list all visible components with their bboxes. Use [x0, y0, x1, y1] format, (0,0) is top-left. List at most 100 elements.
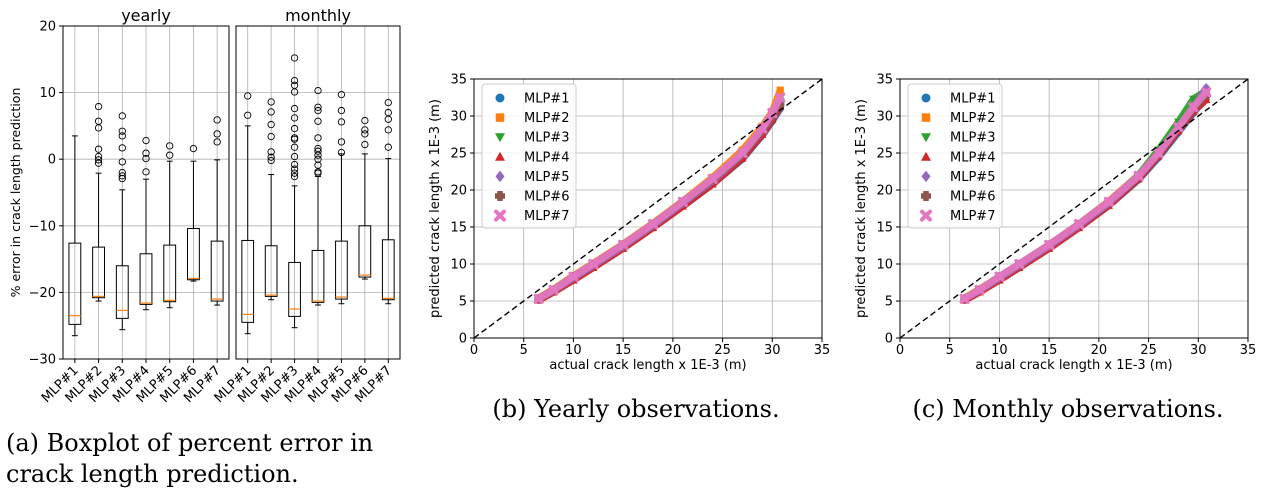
- data-point: [1188, 102, 1199, 113]
- marker-stroke: [994, 271, 1005, 282]
- y-tick-label: −20: [29, 286, 56, 301]
- y-tick-label: 10: [876, 258, 893, 273]
- marker-stroke: [1014, 258, 1025, 270]
- box-iqr: [335, 240, 348, 300]
- outlier-point: [384, 98, 392, 107]
- marker-stroke: [533, 293, 544, 304]
- legend-label: MLP#1: [524, 92, 569, 107]
- outlier-point: [267, 132, 275, 141]
- outlier-point: [314, 86, 322, 95]
- outlier-point: [314, 103, 322, 111]
- legend-label: MLP#3: [524, 131, 569, 146]
- outlier-point: [384, 126, 392, 134]
- legend-entry-MLP#5: MLP#5: [921, 170, 995, 185]
- marker-stroke: [1201, 87, 1212, 98]
- boxplot-panel-monthly: MLP#1MLP#2MLP#3MLP#4MLP#5MLP#6MLP#7month…: [212, 6, 401, 406]
- y-tick-label: 20: [450, 184, 467, 199]
- x-tick-label: 0: [470, 343, 478, 358]
- y-tick-label: 20: [876, 184, 893, 199]
- legend-label: MLP#3: [950, 131, 995, 146]
- outlier-point: [290, 81, 299, 89]
- outlier-point: [267, 120, 275, 129]
- marker-stroke: [548, 284, 559, 295]
- outlier-point: [290, 143, 299, 151]
- data-point: [921, 191, 931, 201]
- legend-label: MLP#1: [950, 92, 995, 107]
- outlier-point: [213, 138, 221, 146]
- box-MLP#3: [288, 54, 301, 329]
- legend-label: MLP#4: [950, 150, 995, 165]
- outlier-point: [290, 124, 299, 133]
- box-MLP#3: [115, 112, 129, 331]
- y-tick-label: 10: [450, 258, 467, 273]
- box-MLP#5: [163, 142, 177, 309]
- data-point: [920, 209, 932, 222]
- legend-entry-MLP#7: MLP#7: [920, 209, 995, 224]
- data-point: [1153, 147, 1164, 159]
- legend-entry-MLP#3: MLP#3: [495, 131, 569, 146]
- data-point: [974, 284, 985, 295]
- data-point: [707, 173, 718, 184]
- panel-title: monthly: [285, 6, 351, 25]
- outlier-point: [314, 134, 322, 142]
- legend-box: [481, 83, 577, 229]
- marker-stroke: [974, 284, 985, 295]
- y-tick-label: 35: [876, 73, 893, 88]
- y-tick-label: 0: [459, 332, 467, 347]
- outlier-point: [337, 148, 346, 157]
- outlier-point: [267, 108, 275, 116]
- legend-entry-MLP#7: MLP#7: [494, 209, 569, 224]
- outlier-point: [290, 134, 299, 142]
- data-point: [921, 151, 931, 161]
- y-tick-label: 25: [876, 147, 893, 162]
- legend-entry-MLP#6: MLP#6: [495, 190, 569, 205]
- x-tick-label: 25: [1140, 343, 1157, 358]
- outlier-point: [314, 155, 322, 163]
- data-point: [494, 209, 506, 222]
- x-tick-label: 20: [665, 343, 682, 358]
- legend-label: MLP#2: [524, 111, 569, 126]
- box-MLP#4: [139, 136, 153, 311]
- outlier-point: [267, 153, 275, 161]
- data-point: [533, 293, 544, 304]
- legend-label: MLP#4: [524, 150, 569, 165]
- caption-yearly: (b) Yearly observations.: [492, 395, 780, 423]
- box-iqr: [381, 239, 395, 301]
- y-tick-label: 15: [876, 221, 893, 236]
- outlier-point: [244, 92, 252, 100]
- box-MLP#2: [92, 102, 106, 302]
- marker-stroke: [767, 108, 778, 119]
- axes-frame: [899, 78, 1249, 339]
- y-axis-label: predicted crack length x 1E-3 (m): [854, 99, 869, 318]
- box-MLP#4: [311, 86, 325, 306]
- outlier-point: [94, 145, 103, 153]
- marker-stroke: [677, 196, 688, 207]
- data-point: [959, 293, 970, 304]
- legend-label: MLP#2: [950, 111, 995, 126]
- outlier-point: [384, 143, 392, 151]
- data-point: [737, 147, 748, 159]
- y-tick-label: 30: [450, 110, 467, 125]
- legend-label: MLP#6: [950, 190, 995, 205]
- reference-line: [473, 78, 823, 339]
- outlier-point: [118, 132, 126, 140]
- panel-title: yearly: [121, 6, 171, 25]
- x-axis-label: actual crack length x 1E-3 (m): [549, 358, 746, 373]
- x-tick-label: 25: [714, 343, 731, 358]
- outlier-point: [166, 151, 174, 159]
- outlier-point: [290, 160, 299, 169]
- y-tick-label: 15: [450, 221, 467, 236]
- outlier-point: [267, 156, 275, 165]
- data-point: [495, 93, 505, 103]
- marker-stroke: [568, 271, 579, 282]
- marker-stroke: [647, 218, 659, 230]
- box-iqr: [210, 240, 224, 302]
- box-MLP#7: [381, 98, 395, 305]
- box-MLP#7: [210, 116, 224, 306]
- x-tick-label: 15: [615, 343, 632, 358]
- outlier-point: [290, 76, 299, 85]
- outlier-point: [166, 142, 174, 150]
- legend-label: MLP#6: [524, 190, 569, 205]
- data-point: [1201, 87, 1212, 98]
